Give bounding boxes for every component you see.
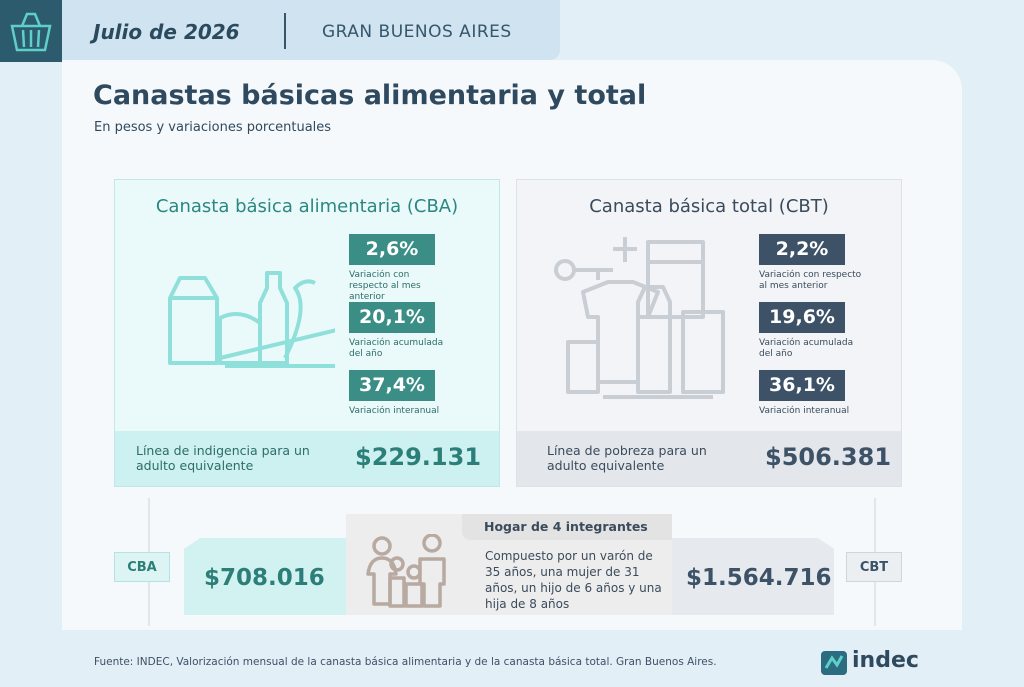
stat-label: Variación interanual bbox=[349, 406, 440, 416]
stat-label: Variación acumulada del año bbox=[349, 338, 444, 359]
food-icon bbox=[168, 271, 335, 368]
goods-icon bbox=[554, 237, 725, 399]
connector bbox=[874, 582, 876, 626]
divider bbox=[284, 13, 286, 49]
stat-value: 36,1% bbox=[759, 370, 845, 401]
card-title: Canasta básica alimentaria (CBA) bbox=[155, 196, 459, 217]
line-value: $506.381 bbox=[765, 443, 892, 471]
stat-value: 2,2% bbox=[759, 234, 845, 265]
family-icon bbox=[366, 534, 446, 608]
line-label: Línea de pobreza para un adulto equivale… bbox=[547, 443, 707, 473]
cba-tag: CBA bbox=[114, 552, 170, 582]
connector bbox=[148, 582, 150, 626]
title: Canastas básicas alimentaria y total bbox=[93, 80, 647, 111]
line-value: $229.131 bbox=[355, 443, 482, 471]
stat-value: 19,6% bbox=[759, 302, 845, 333]
stat-value: 2,6% bbox=[349, 234, 435, 265]
cbt-card: Canasta básica total (CBT) 2,2% Variació… bbox=[516, 179, 902, 487]
logo-mark bbox=[821, 651, 847, 675]
card-title: Canasta básica total (CBT) bbox=[589, 196, 829, 217]
line-band: Línea de pobreza para un adulto equivale… bbox=[517, 431, 901, 486]
connector bbox=[874, 498, 876, 552]
household-description: Compuesto por un varón de 35 años, una m… bbox=[485, 549, 662, 611]
stat-label: Variación con respecto al mes anterior bbox=[759, 270, 862, 291]
cbt-tag: CBT bbox=[846, 552, 902, 582]
stat-value: 20,1% bbox=[349, 302, 435, 333]
household-title: Hogar de 4 integrantes bbox=[462, 514, 672, 540]
cbt-household-box bbox=[672, 538, 834, 615]
cba-household-box bbox=[184, 538, 346, 615]
stat-value: 37,4% bbox=[349, 370, 435, 401]
region: GRAN BUENOS AIRES bbox=[322, 22, 512, 42]
connector bbox=[148, 498, 150, 552]
stat-label: Variación interanual bbox=[759, 406, 850, 416]
cba-household-value: $708.016 bbox=[204, 565, 325, 591]
line-band: Línea de indigencia para un adulto equiv… bbox=[115, 431, 499, 486]
line-label: Línea de indigencia para un adulto equiv… bbox=[136, 443, 310, 473]
source: Fuente: INDEC, Valorización mensual de l… bbox=[94, 656, 717, 668]
stat-label: Variación con respecto al mes anterior bbox=[349, 270, 421, 302]
stat-label: Variación acumulada del año bbox=[759, 338, 854, 359]
cbt-household-value: $1.564.716 bbox=[686, 565, 832, 591]
logo: indec bbox=[852, 648, 919, 673]
header-tab bbox=[62, 0, 560, 60]
basket-icon bbox=[10, 12, 52, 52]
cba-card: Canasta básica alimentaria (CBA) 2,6% Va… bbox=[114, 179, 500, 487]
date: Julio de 2026 bbox=[93, 20, 240, 44]
basket-icon-box bbox=[0, 0, 62, 62]
subtitle: En pesos y variaciones porcentuales bbox=[94, 120, 332, 135]
